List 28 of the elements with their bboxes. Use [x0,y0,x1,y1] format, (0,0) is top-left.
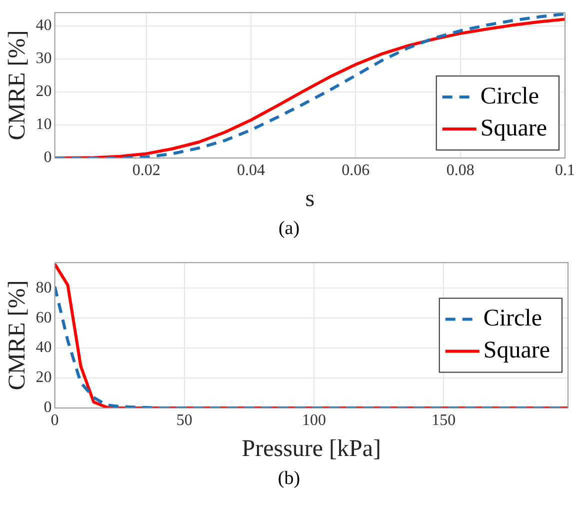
y-tick-label: 80 [36,279,52,296]
y-tick-label: 60 [36,309,52,326]
x-axis-title: Pressure [kPa] [242,436,382,462]
text: (a) [277,217,301,241]
y-tick-label: 0 [44,149,52,166]
x-tick-label: 0.08 [446,162,474,179]
y-tick-label: 30 [36,50,52,68]
x-tick-label: 100 [302,412,326,429]
y-tick-label: 0 [44,399,52,416]
legend-label: Square [483,338,550,364]
y-tick-label: 40 [36,339,52,356]
y-tick-label: 20 [36,369,52,386]
legend-label: Square [480,115,548,142]
y-tick-label: 20 [36,83,52,100]
y-tick-label: 10 [36,116,52,134]
x-tick-label: 50 [176,412,192,429]
x-tick-label: 0.04 [237,162,266,179]
x-tick-label: 0.02 [132,162,160,179]
x-tick-label: 150 [432,412,456,429]
y-axis-title: CMRE [%] [4,280,31,390]
x-tick-label: 0.06 [342,162,370,179]
legend-label: Circle [480,83,539,110]
y-tick-label: 40 [36,17,52,34]
text: (b) [276,467,302,491]
legend-label: Circle [483,306,542,332]
x-axis-title: s [305,186,315,212]
y-axis-title: CMRE [%] [4,30,31,140]
x-tick-label: 0.1 [555,162,575,179]
